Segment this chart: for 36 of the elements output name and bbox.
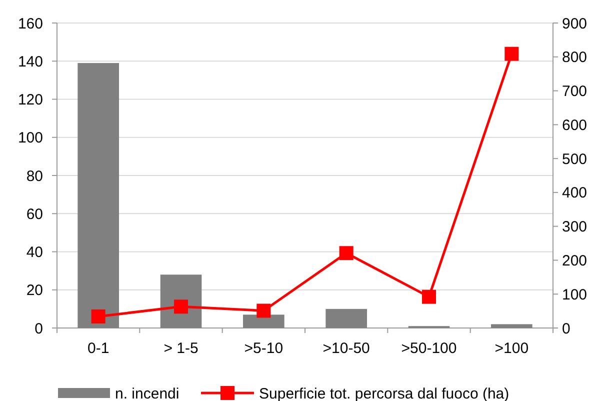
- x-tick-label: >10-50: [322, 340, 370, 357]
- y2-tick-label: 900: [562, 15, 588, 32]
- y-tick-label: 0: [34, 320, 43, 338]
- y-tick-label: 80: [26, 168, 43, 185]
- legend-label: n. incendi: [115, 385, 180, 401]
- point: [339, 246, 354, 260]
- y-tick-label: 40: [26, 244, 43, 261]
- point: [504, 46, 519, 61]
- point: [422, 290, 436, 304]
- y-tick-label: 160: [18, 15, 43, 32]
- x-tick-label: > 1-5: [164, 340, 198, 357]
- y2-tick-label: 700: [562, 83, 588, 100]
- point: [91, 309, 106, 324]
- y2-tick-label: 500: [562, 150, 588, 168]
- y-tick-label: 100: [18, 130, 43, 147]
- y2-tick-label: 800: [562, 49, 588, 66]
- y-tick-label: 20: [26, 282, 43, 300]
- x-tick-label: >100: [494, 340, 529, 357]
- x-tick-label: 0-1: [87, 340, 110, 357]
- point: [256, 304, 271, 318]
- y-tick-label: 60: [26, 206, 43, 223]
- y2-tick-label: 300: [562, 218, 588, 236]
- x-tick-label: >50-100: [401, 340, 457, 357]
- y2-tick-label: 100: [562, 286, 588, 304]
- bar: [243, 314, 284, 328]
- y-tick-label: 140: [18, 53, 43, 70]
- y2-tick-label: 600: [562, 116, 588, 134]
- bar: [78, 63, 119, 328]
- y2-tick-label: 400: [562, 184, 588, 202]
- x-tick-label: >5-10: [244, 340, 284, 357]
- y2-tick-label: 200: [562, 252, 588, 270]
- y2-tick-label: 0: [562, 320, 570, 338]
- bar: [491, 324, 532, 328]
- bar: [326, 308, 367, 328]
- legend-label: Superficie tot. percorsa dal fuoco (ha): [259, 385, 510, 401]
- y-tick-label: 120: [18, 92, 43, 108]
